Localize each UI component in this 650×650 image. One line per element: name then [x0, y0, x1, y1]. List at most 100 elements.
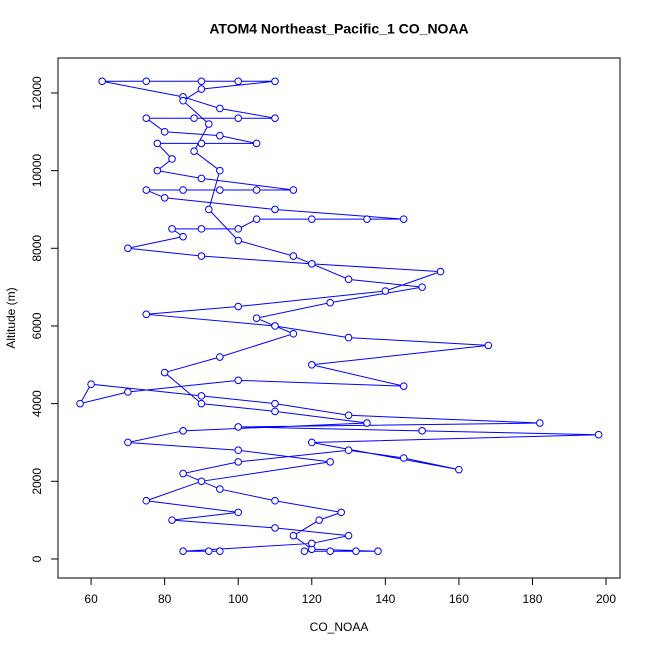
data-point — [179, 469, 187, 478]
data-point — [179, 232, 187, 241]
y-tick-label: 4000 — [30, 390, 44, 417]
y-tick-label: 12000 — [30, 76, 44, 110]
data-point — [179, 186, 187, 194]
x-tick-label: 80 — [158, 592, 172, 606]
data-point — [234, 302, 243, 311]
x-tick-label: 180 — [522, 592, 542, 606]
data-point — [252, 215, 261, 223]
data-point — [344, 531, 353, 540]
data-point — [352, 547, 360, 556]
data-point — [326, 458, 334, 466]
data-point — [363, 215, 371, 223]
y-tick-label: 0 — [30, 555, 44, 562]
data-point — [204, 547, 213, 556]
data-point — [168, 516, 176, 524]
data-point — [252, 139, 261, 148]
data-point — [536, 419, 544, 427]
data-point — [124, 388, 132, 396]
data-point — [234, 114, 243, 122]
data-point — [271, 407, 279, 416]
x-axis-label: CO_NOAA — [310, 620, 369, 634]
data-point — [289, 531, 298, 540]
data-point — [153, 139, 162, 148]
data-point — [168, 155, 176, 163]
data-point — [594, 430, 603, 439]
data-point — [216, 104, 224, 113]
data-point — [216, 485, 224, 493]
data-point — [381, 287, 390, 295]
data-point — [399, 382, 408, 390]
data-point — [179, 96, 187, 105]
data-point — [271, 114, 279, 122]
data-point — [216, 186, 224, 194]
data-point — [197, 225, 206, 233]
data-point — [234, 508, 243, 517]
data-point — [87, 380, 95, 389]
data-point — [271, 524, 279, 532]
data-point — [142, 77, 151, 86]
data-point — [197, 252, 206, 260]
data-point — [337, 508, 346, 517]
data-point — [399, 215, 408, 223]
data-point — [234, 225, 243, 233]
y-tick-label: 10000 — [30, 154, 44, 188]
data-point — [197, 77, 206, 86]
data-point — [363, 419, 371, 427]
data-point — [344, 275, 353, 284]
data-point — [204, 205, 213, 214]
data-point — [160, 368, 169, 377]
x-tick-label: 200 — [596, 592, 616, 606]
data-point — [197, 477, 206, 486]
data-point — [216, 547, 224, 556]
data-point — [326, 547, 334, 556]
data-point — [98, 77, 106, 86]
data-point — [216, 131, 224, 140]
x-tick-label: 140 — [375, 592, 395, 606]
data-point — [204, 120, 213, 128]
x-tick-label: 160 — [449, 592, 469, 606]
data-point — [190, 114, 198, 122]
data-point — [234, 77, 243, 86]
data-point — [142, 310, 151, 319]
data-point — [197, 392, 206, 400]
y-axis-label: Altitude (m) — [4, 287, 18, 348]
data-point — [307, 215, 316, 223]
y-tick-label: 8000 — [30, 235, 44, 262]
data-point — [124, 244, 132, 253]
data-point — [271, 496, 279, 505]
data-point — [160, 127, 169, 136]
data-point — [307, 360, 316, 369]
data-point — [418, 427, 426, 435]
data-point — [326, 298, 334, 307]
data-point — [271, 399, 279, 408]
data-point — [142, 114, 151, 122]
data-point — [179, 547, 187, 556]
data-point — [234, 458, 243, 466]
data-point — [399, 454, 408, 462]
x-tick-label: 100 — [228, 592, 248, 606]
data-point — [344, 446, 353, 455]
data-point — [234, 446, 243, 455]
data-point — [197, 85, 206, 93]
x-tick-label: 60 — [84, 592, 98, 606]
data-point — [197, 139, 206, 148]
data-point — [418, 283, 426, 291]
data-point — [455, 465, 463, 474]
data-point — [271, 322, 279, 330]
data-point — [168, 225, 176, 233]
data-point — [153, 166, 162, 175]
y-tick-label: 2000 — [30, 468, 44, 495]
data-point — [300, 547, 309, 556]
data-point — [315, 516, 323, 524]
data-point — [289, 329, 298, 338]
data-point — [190, 147, 198, 156]
data-point — [234, 423, 243, 431]
data-point — [307, 539, 316, 548]
data-point — [436, 267, 445, 276]
plot-frame — [57, 57, 621, 579]
data-point — [142, 186, 151, 194]
data-point — [289, 252, 298, 260]
data-line — [79, 80, 599, 552]
data-point — [289, 186, 298, 194]
